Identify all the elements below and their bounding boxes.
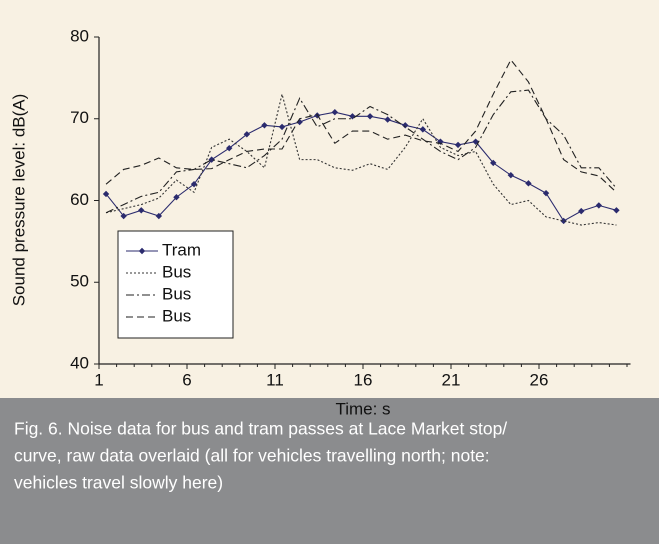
y-tick-label: 80 [70, 26, 89, 45]
series-line [105, 94, 617, 226]
data-point [155, 212, 163, 220]
series-line [105, 89, 617, 214]
y-tick-label: 60 [70, 190, 89, 209]
data-point [226, 144, 233, 152]
data-point [595, 202, 603, 209]
caption-background [0, 398, 659, 544]
x-tick-label: 16 [354, 370, 373, 389]
caption: curve, raw data overlaid (all for vehicl… [14, 446, 490, 466]
data-point [138, 207, 145, 214]
data-point [454, 141, 462, 149]
x-tick-label: 21 [442, 370, 461, 389]
data-point [102, 190, 110, 198]
data-point [208, 156, 215, 163]
data-point [278, 123, 286, 131]
legend-label: Bus [162, 284, 191, 303]
series-line [105, 111, 617, 222]
caption: Fig. 6. Noise data for bus and tram pass… [14, 419, 507, 439]
legend-label: Bus [162, 306, 191, 325]
x-axis-label: Time: s [335, 399, 390, 418]
data-point [402, 122, 409, 129]
data-point [331, 109, 339, 116]
legend-label: Bus [162, 262, 191, 281]
data-point [578, 207, 585, 215]
caption: vehicles travel slowly here) [14, 473, 223, 493]
data-point [366, 113, 374, 120]
y-tick-label: 40 [70, 353, 89, 372]
x-tick-label: 6 [182, 370, 191, 389]
data-point [525, 180, 532, 187]
x-tick-label: 26 [530, 370, 549, 389]
data-point [613, 207, 620, 214]
legend-marker [138, 247, 146, 255]
data-point [261, 122, 268, 129]
y-tick-label: 50 [70, 272, 89, 291]
data-point [542, 189, 550, 197]
data-point [173, 194, 180, 201]
data-point [490, 159, 497, 167]
y-axis-label: Sound pressure level: dB(A) [9, 94, 28, 307]
legend-box [117, 230, 234, 339]
data-point [507, 171, 515, 179]
data-point [384, 116, 391, 123]
x-tick-label: 11 [266, 370, 284, 389]
x-tick-label: 1 [94, 370, 103, 389]
data-point [560, 217, 567, 225]
legend-label: Tram [162, 240, 201, 259]
series-line [105, 58, 617, 193]
data-point [120, 212, 127, 220]
y-tick-label: 70 [70, 108, 89, 127]
data-point [419, 126, 427, 133]
data-point [190, 180, 198, 188]
data-point [243, 131, 251, 138]
